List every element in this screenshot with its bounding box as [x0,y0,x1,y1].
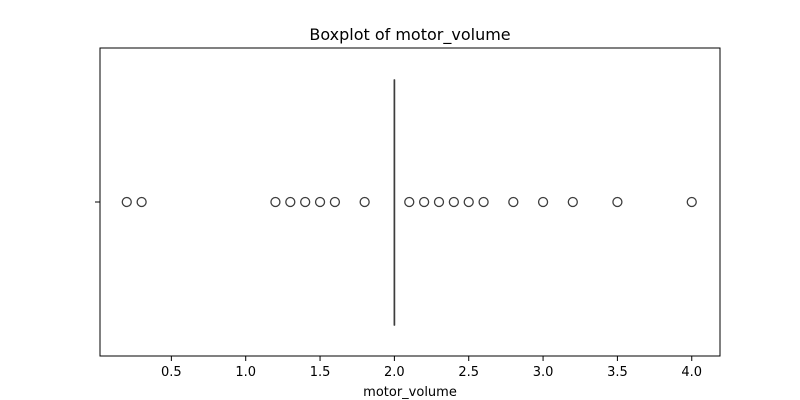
outlier-point [418,196,430,208]
outlier-point [448,196,460,208]
outlier-point [508,196,519,208]
outlier-point [300,196,311,208]
plot-area-frame [99,47,721,357]
outlier-point [612,196,623,208]
outlier-points [121,196,697,208]
outlier-point [314,196,326,208]
x-axis-label: motor_volume [363,385,457,400]
x-tick-label: 1.5 [310,365,331,380]
outlier-point [270,196,281,208]
outlier-point [478,196,489,208]
outlier-point [136,196,147,208]
x-tick-label: 3.0 [533,365,554,380]
x-tick-label: 2.5 [458,365,479,380]
outlier-point [285,196,296,208]
outlier-point [404,196,415,208]
x-axis-ticks: 0.5 1.0 1.5 2.0 2.5 3.0 3.5 4.0 [161,356,702,380]
outlier-point [463,196,474,208]
x-tick-label: 3.5 [607,365,628,380]
outlier-point [433,196,445,208]
outlier-point [567,196,578,208]
outlier-point [121,196,132,208]
x-tick-label: 1.0 [235,365,256,380]
outlier-point [329,196,341,208]
x-tick-label: 4.0 [681,365,702,380]
x-tick-label: 0.5 [161,365,182,380]
outlier-point [537,196,549,208]
outlier-point [686,196,697,208]
outlier-point [359,196,370,208]
x-tick-label: 2.0 [384,365,405,380]
chart-title: Boxplot of motor_volume [309,25,510,45]
